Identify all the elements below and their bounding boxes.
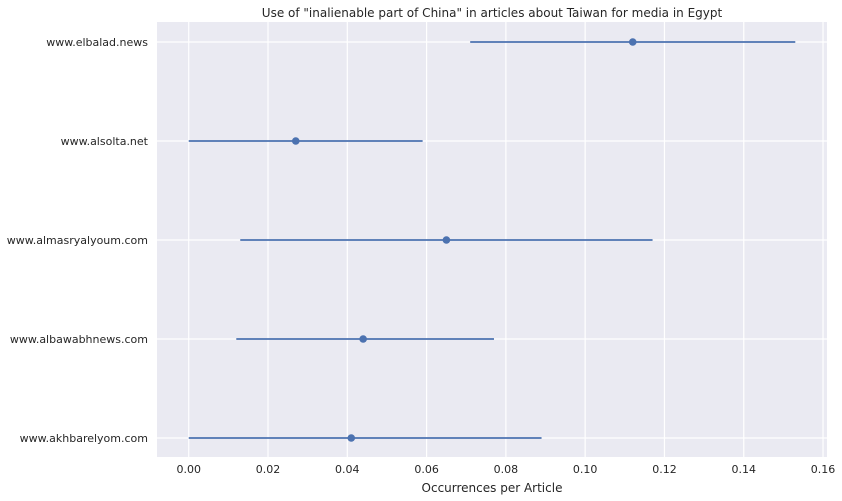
category-label: www.akhbarelyom.com [20,432,148,445]
data-point [359,335,367,343]
x-tick-labels: 0.00 0.02 0.04 0.06 0.08 0.10 0.12 0.14 0.16 [176,463,835,476]
data-point [442,236,451,244]
category-label: www.albawabhnews.com [10,333,148,346]
x-tick-label: 0.10 [573,463,598,476]
x-axis-label: Occurrences per Article [422,481,563,495]
x-tick-label: 0.02 [256,463,281,476]
category-label: www.elbalad.news [46,36,148,49]
x-tick-label: 0.16 [811,463,836,476]
x-tick-label: 0.04 [335,463,360,476]
category-labels: www.elbalad.news www.alsolta.net www.almas… [7,36,149,445]
data-marks [188,38,796,442]
x-tick-label: 0.12 [652,463,677,476]
data-point [347,434,356,442]
data-point [628,38,637,46]
chart-title: Use of "inalienable part of China" in ar… [262,6,723,20]
x-tick-label: 0.06 [414,463,439,476]
x-tick-label: 0.08 [494,463,519,476]
x-tick-label: 0.14 [731,463,756,476]
data-point [291,137,300,145]
x-tick-label: 0.00 [176,463,201,476]
category-label: www.alsolta.net [61,135,149,148]
category-label: www.almasryalyoum.com [7,234,148,247]
